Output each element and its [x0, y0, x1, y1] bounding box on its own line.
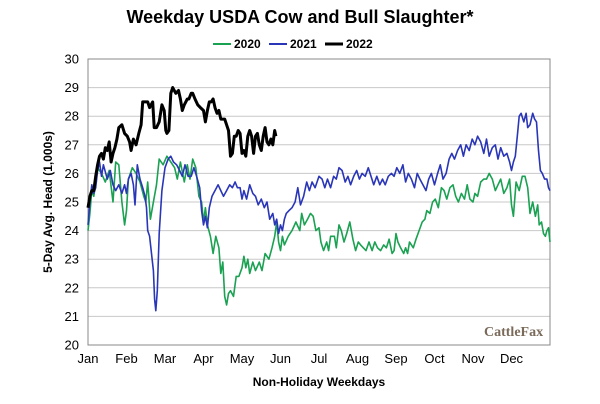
x-tick-label: Jan: [78, 351, 99, 366]
x-tick-label: May: [230, 351, 255, 366]
y-tick-labels: 20 21 22 23 24 25 26 27 28 29 30: [65, 52, 79, 353]
series-line-2022: [86, 86, 278, 208]
series-line-2021: [87, 112, 551, 312]
x-tick-label: Jul: [311, 351, 328, 366]
legend-label-2020: 2020: [234, 37, 261, 51]
x-tick-label: Apr: [193, 351, 214, 366]
x-tick-labels: Jan Feb Mar Apr May Jun Jul Aug Sep Oct Nov Dec: [78, 351, 524, 366]
y-tick-label: 29: [65, 80, 79, 95]
y-tick-label: 21: [65, 309, 79, 324]
chart-title: Weekday USDA Cow and Bull Slaughter*: [126, 7, 474, 27]
cattlefax-logo: CattleFax: [484, 325, 543, 340]
y-tick-label: 20: [65, 338, 79, 353]
x-tick-label: Nov: [461, 351, 485, 366]
series-line-2020: [87, 155, 551, 306]
x-tick-label: Sep: [384, 351, 407, 366]
x-axis-label: Non-Holiday Weekdays: [253, 375, 386, 389]
x-tick-label: Oct: [424, 351, 445, 366]
x-tick-label: Dec: [500, 351, 524, 366]
legend-label-2022: 2022: [346, 37, 373, 51]
y-tick-label: 24: [65, 223, 79, 238]
y-tick-label: 22: [65, 280, 79, 295]
y-tick-label: 27: [65, 137, 79, 152]
cattlefax-logo-text: CattleFax: [484, 325, 543, 340]
x-tick-label: Feb: [115, 351, 137, 366]
x-tick-label: Aug: [346, 351, 369, 366]
x-tick-label: Mar: [154, 351, 177, 366]
y-axis-label: 5-Day Avg. Head (1,000s): [41, 131, 55, 273]
series-lines: [86, 86, 551, 312]
y-tick-label: 25: [65, 195, 79, 210]
y-tick-label: 23: [65, 252, 79, 267]
x-tick-label: Jun: [270, 351, 291, 366]
y-tick-label: 26: [65, 166, 79, 181]
y-tick-label: 30: [65, 52, 79, 67]
legend: 2020 2021 2022: [213, 37, 373, 51]
legend-label-2021: 2021: [290, 37, 317, 51]
y-tick-label: 28: [65, 109, 79, 124]
